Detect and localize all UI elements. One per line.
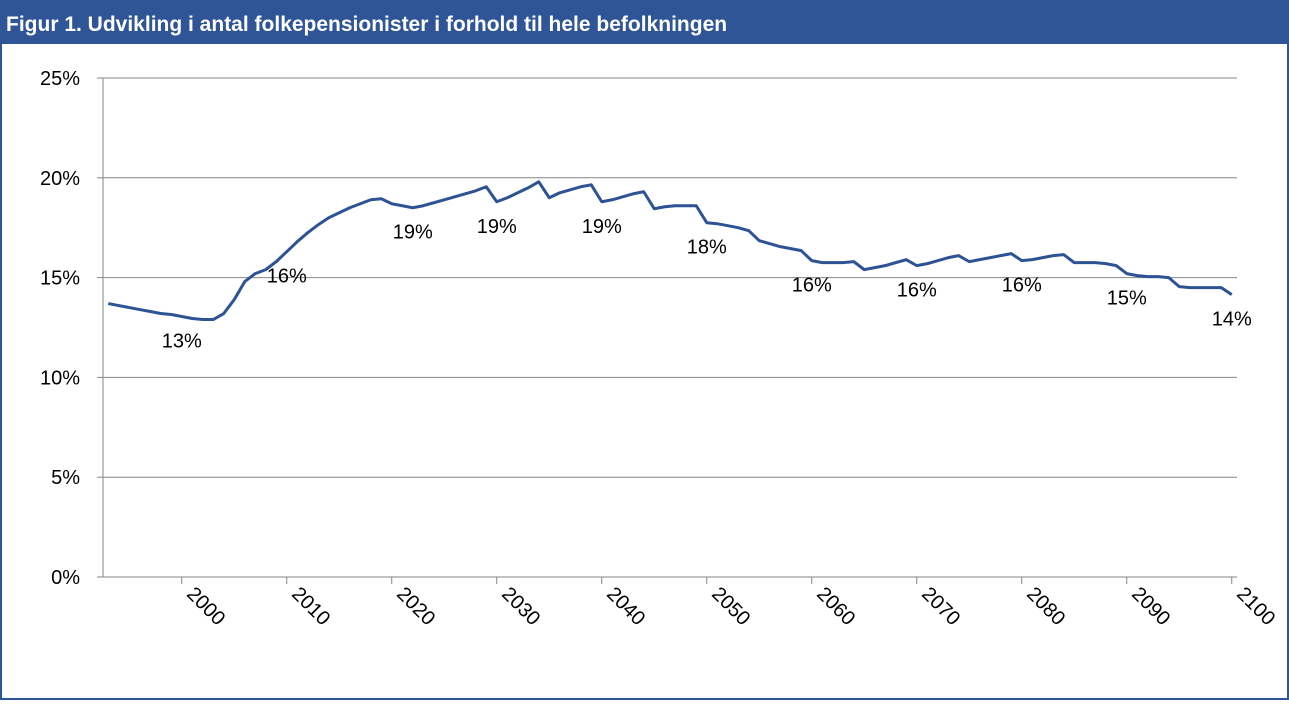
data-label: 19%	[582, 216, 622, 238]
x-tick-label: 2000	[182, 583, 229, 630]
x-tick-label: 2090	[1127, 583, 1174, 630]
title-bar	[0, 0, 1289, 44]
data-label: 18%	[687, 237, 727, 259]
x-tick-label: 2020	[392, 583, 439, 630]
data-label: 16%	[1002, 275, 1042, 297]
line-series	[107, 180, 1233, 322]
x-tick-label: 2010	[287, 583, 334, 630]
y-tick-label: 20%	[40, 168, 80, 190]
x-tick-label: 2030	[497, 583, 544, 630]
x-tick-label: 2040	[602, 583, 649, 630]
x-tick-label: 2060	[812, 583, 859, 630]
x-tick-label: 2070	[917, 583, 964, 630]
x-tick-label: 2100	[1232, 583, 1279, 630]
data-label: 16%	[792, 275, 832, 297]
y-tick-label: 15%	[40, 268, 80, 290]
x-tick-label: 2080	[1022, 583, 1069, 630]
y-tick-label: 10%	[40, 367, 80, 389]
y-tick-label: 25%	[40, 68, 80, 90]
y-tick-label: 0%	[51, 567, 80, 589]
data-label: 15%	[1107, 288, 1147, 310]
data-label: 19%	[393, 222, 433, 244]
data-label: 16%	[897, 280, 937, 302]
data-label: 14%	[1212, 309, 1252, 331]
chart-title: Figur 1. Udvikling i antal folkepensioni…	[6, 13, 727, 36]
y-tick-label: 5%	[51, 467, 80, 489]
data-label: 16%	[267, 266, 307, 288]
data-label: 13%	[162, 331, 202, 353]
data-label: 19%	[477, 216, 517, 238]
x-tick-label: 2050	[707, 583, 754, 630]
